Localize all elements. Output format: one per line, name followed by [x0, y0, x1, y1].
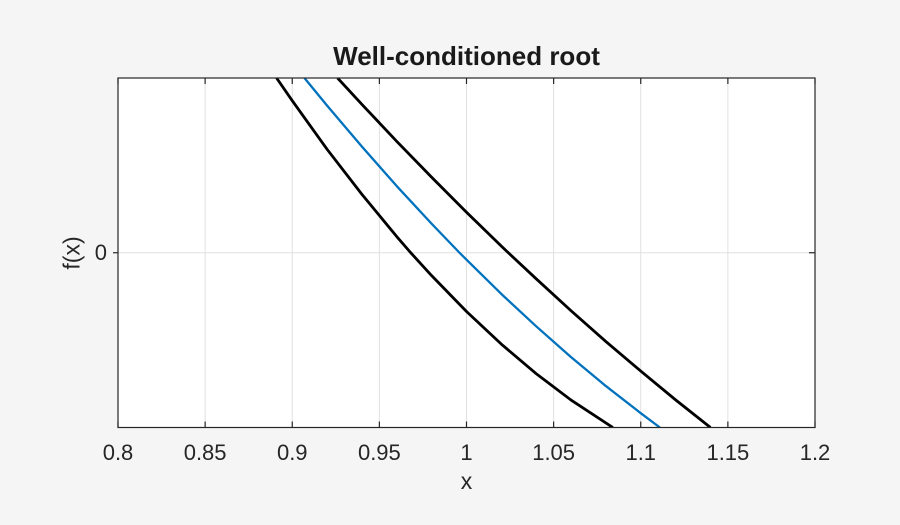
axis-box	[117, 77, 816, 429]
x-tick-label: 1.05	[532, 440, 576, 465]
series-perturbation-upper	[336, 78, 712, 428]
x-tick-label: 1.1	[625, 440, 657, 465]
x-tick-label: 1.15	[706, 440, 750, 465]
grid-lines	[118, 78, 815, 428]
series-perturbation-lower	[275, 78, 614, 428]
x-tick-label: 0.85	[183, 440, 227, 465]
x-tick-label: 1	[460, 440, 473, 465]
x-axis-label: x	[460, 468, 473, 494]
x-tick-label: 0.95	[357, 440, 401, 465]
y-tick-label: 0	[94, 240, 107, 265]
y-axis-label-text: f(x)	[58, 236, 85, 270]
x-tick-label: 0.8	[102, 440, 134, 465]
x-tick-label: 0.9	[276, 440, 308, 465]
chart-title: Well-conditioned root	[333, 41, 600, 71]
series-curves	[275, 78, 712, 428]
x-tick-label: 1.2	[799, 440, 831, 465]
series-f	[303, 78, 661, 428]
